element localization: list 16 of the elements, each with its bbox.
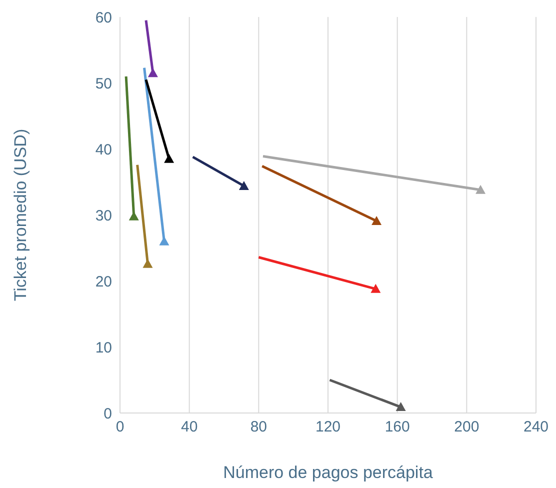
y-axis-title: Ticket promedio (USD) <box>11 128 30 302</box>
x-tick-label: 160 <box>384 418 410 436</box>
y-tick-label: 30 <box>95 207 112 224</box>
x-tick-label: 120 <box>315 418 341 436</box>
y-tick-label: 60 <box>95 9 112 26</box>
y-tick-label: 20 <box>95 273 112 290</box>
y-tick-label: 40 <box>95 141 112 158</box>
x-tick-label: 0 <box>116 418 124 436</box>
y-tick-label: 0 <box>104 405 112 422</box>
x-axis-title: Número de pagos percápita <box>223 463 434 482</box>
x-tick-label: 200 <box>454 418 480 436</box>
y-tick-label: 10 <box>95 339 112 356</box>
x-tick-label: 40 <box>180 418 198 436</box>
x-tick-label: 80 <box>250 418 268 436</box>
y-tick-label: 50 <box>95 75 112 92</box>
x-tick-label: 240 <box>523 418 549 436</box>
